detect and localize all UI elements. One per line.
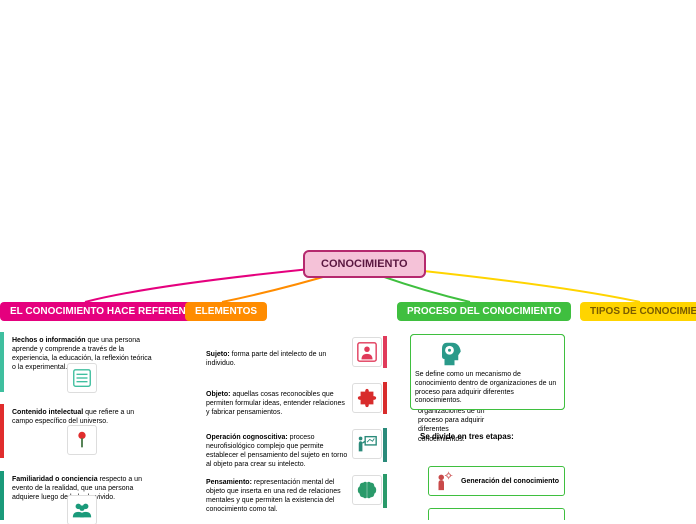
stage-generacion: Generación del conocimiento [428, 466, 565, 496]
elem-item-sujeto-bold: Sujeto: [206, 351, 230, 358]
elem-item-sujeto: Sujeto: forma parte del intelecto de un … [204, 348, 347, 370]
elem-item-objeto: Objeto: aquellas cosas reconocibles que … [204, 388, 347, 419]
list-icon [68, 364, 96, 392]
root-node: CONOCIMIENTO [303, 250, 426, 278]
ref-item-familiaridad-bold: Familiaridad o conciencia [12, 476, 98, 483]
elem-bar-4 [383, 474, 387, 508]
elem-item-pensamiento-bold: Pensamiento: [206, 479, 252, 486]
elem-bar-3 [383, 428, 387, 462]
root-label: CONOCIMIENTO [321, 258, 408, 270]
ref-bar-3 [0, 471, 4, 520]
stage-next-partial [428, 508, 565, 520]
branch-elementos: ELEMENTOS [185, 302, 267, 321]
ref-item-hechos-bold: Hechos o información [12, 337, 86, 344]
branch-tipos: TIPOS DE CONOCIMIENTO [580, 302, 696, 321]
branch-tipos-label: TIPOS DE CONOCIMIENTO [590, 306, 696, 317]
board-icon [353, 430, 381, 458]
ref-bar-2 [0, 404, 4, 458]
proceso-desc: Se define como un mecanismo de conocimie… [415, 371, 560, 406]
person-icon [353, 338, 381, 366]
puzzle-icon [353, 384, 381, 412]
ref-item-contenido: Contenido intelectual que refiere a un c… [10, 406, 158, 428]
idea-icon [433, 470, 455, 492]
branch-proceso: PROCESO DEL CONOCIMIENTO [397, 302, 571, 321]
pin-icon [68, 426, 96, 454]
brain-icon [353, 476, 381, 504]
ref-bar-1 [0, 332, 4, 392]
elem-item-objeto-bold: Objeto: [206, 391, 231, 398]
proceso-sub-label: Se divide en tres etapas: [420, 432, 514, 441]
branch-proceso-label: PROCESO DEL CONOCIMIENTO [407, 306, 561, 317]
elem-item-pensamiento: Pensamiento: representación mental del o… [204, 476, 352, 516]
elem-bar-2 [383, 382, 387, 414]
gear-head-icon-inner [437, 339, 467, 369]
elem-bar-1 [383, 336, 387, 368]
elem-item-operacion-bold: Operación cognoscitiva: [206, 434, 288, 441]
ref-item-contenido-bold: Contenido intelectual [12, 409, 83, 416]
branch-elementos-label: ELEMENTOS [195, 306, 257, 317]
proceso-container: Se define como un mecanismo de conocimie… [410, 334, 565, 410]
stage-generacion-label: Generación del conocimiento [461, 478, 559, 485]
elem-item-operacion: Operación cognoscitiva: proceso neurofis… [204, 431, 352, 471]
